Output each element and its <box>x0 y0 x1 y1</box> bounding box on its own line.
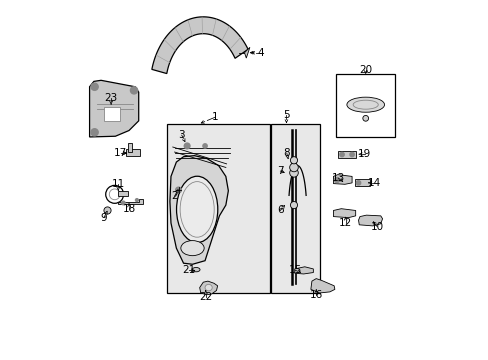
Polygon shape <box>152 17 247 73</box>
Ellipse shape <box>346 97 384 112</box>
Text: 7: 7 <box>277 166 283 176</box>
Polygon shape <box>333 209 355 218</box>
Bar <box>126 149 140 156</box>
Text: 3: 3 <box>178 130 184 140</box>
Text: 4: 4 <box>257 48 264 58</box>
Polygon shape <box>169 156 228 264</box>
Polygon shape <box>358 215 382 226</box>
Text: 18: 18 <box>122 204 135 215</box>
Text: 12: 12 <box>338 218 351 228</box>
Bar <box>167 125 269 293</box>
Text: 15: 15 <box>288 265 302 275</box>
Ellipse shape <box>181 240 203 256</box>
Ellipse shape <box>204 284 212 291</box>
Circle shape <box>121 201 125 205</box>
Polygon shape <box>310 279 334 293</box>
Text: 17: 17 <box>114 148 127 158</box>
Text: 6: 6 <box>277 206 283 216</box>
Bar <box>128 143 132 152</box>
Circle shape <box>184 143 190 149</box>
Text: 22: 22 <box>199 292 212 302</box>
Circle shape <box>203 144 207 148</box>
Circle shape <box>289 168 298 177</box>
Circle shape <box>349 152 353 157</box>
Circle shape <box>356 181 360 185</box>
Text: 19: 19 <box>357 149 370 159</box>
Polygon shape <box>244 47 249 58</box>
Circle shape <box>130 87 137 94</box>
Circle shape <box>175 187 181 193</box>
Text: 5: 5 <box>283 111 289 121</box>
Circle shape <box>334 177 339 183</box>
Bar <box>338 150 355 158</box>
Circle shape <box>290 157 297 164</box>
Polygon shape <box>333 175 351 184</box>
Circle shape <box>135 199 138 202</box>
Polygon shape <box>199 281 217 295</box>
Text: 21: 21 <box>182 265 195 275</box>
Text: 8: 8 <box>283 148 289 158</box>
Bar <box>271 125 319 293</box>
Polygon shape <box>294 267 313 274</box>
Ellipse shape <box>176 176 217 243</box>
Text: 20: 20 <box>358 64 371 75</box>
Bar <box>118 191 128 196</box>
Text: 2: 2 <box>171 191 178 201</box>
Text: 1: 1 <box>211 112 218 122</box>
Circle shape <box>91 129 98 136</box>
Bar <box>335 74 394 137</box>
Ellipse shape <box>192 267 200 272</box>
Text: 14: 14 <box>367 178 380 188</box>
Polygon shape <box>118 199 143 204</box>
Circle shape <box>362 116 368 121</box>
Polygon shape <box>89 80 139 137</box>
Text: 10: 10 <box>370 222 383 231</box>
Circle shape <box>290 202 297 209</box>
Circle shape <box>339 152 344 157</box>
Text: 9: 9 <box>101 213 107 222</box>
Circle shape <box>289 163 298 172</box>
Text: 16: 16 <box>309 291 322 301</box>
Bar <box>104 107 120 121</box>
Circle shape <box>104 207 111 214</box>
Text: 11: 11 <box>111 179 124 189</box>
Circle shape <box>91 83 98 90</box>
Text: 13: 13 <box>331 173 345 183</box>
Text: 23: 23 <box>104 93 118 103</box>
Bar <box>354 179 369 186</box>
